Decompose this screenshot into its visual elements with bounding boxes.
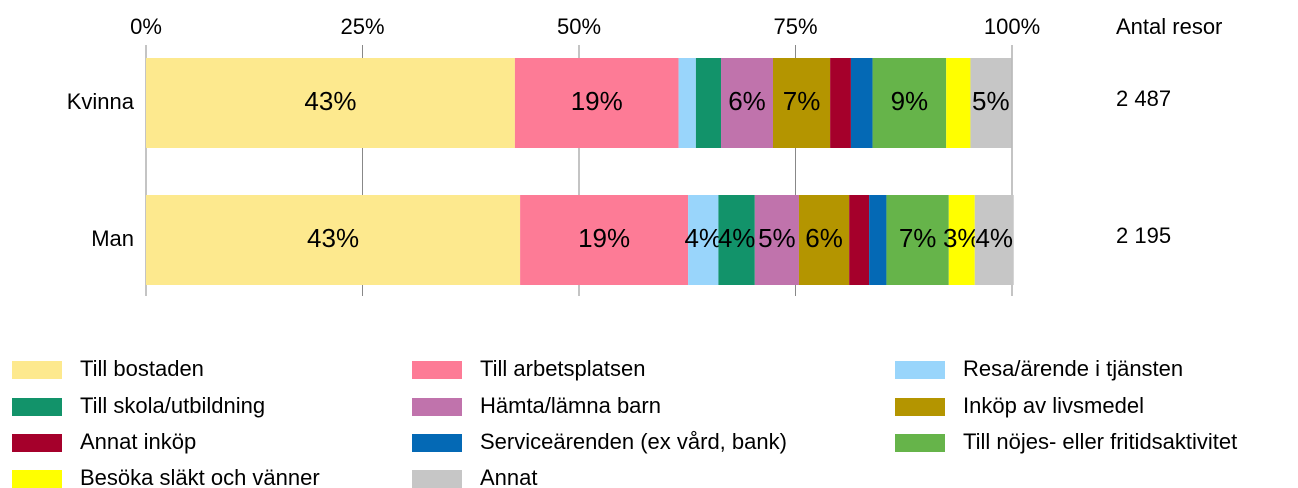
bar-segment — [772, 58, 831, 148]
bar-segment — [754, 195, 799, 285]
legend-label: Hämta/lämna barn — [480, 393, 661, 418]
bar-segment — [849, 195, 870, 285]
x-tick-label: 50% — [557, 14, 601, 39]
bar-segment — [688, 195, 719, 285]
legend-label: Till nöjes- eller fritidsaktivitet — [963, 429, 1237, 454]
bar-segment — [948, 195, 975, 285]
bar-segment — [970, 58, 1012, 148]
legend-label: Inköp av livsmedel — [963, 393, 1144, 418]
total-label: 2 195 — [1116, 223, 1171, 248]
legend-label: Till arbetsplatsen — [480, 356, 645, 381]
bar-segment — [678, 58, 696, 148]
bar-segment — [695, 58, 722, 148]
bar-segment — [798, 195, 850, 285]
value-label: 4% — [718, 223, 756, 253]
category-label: Kvinna — [67, 89, 135, 114]
value-label: 7% — [783, 86, 821, 116]
value-label: 5% — [758, 223, 796, 253]
bar-segment — [974, 195, 1014, 285]
bar-segment — [850, 58, 873, 148]
bar-segment — [869, 195, 887, 285]
legend-swatch — [12, 434, 62, 452]
value-label: 9% — [891, 86, 929, 116]
bar-segment — [872, 58, 947, 148]
x-tick-label: 75% — [773, 14, 817, 39]
legend-swatch — [412, 361, 462, 379]
bar-segment — [721, 58, 773, 148]
x-tick-label: 25% — [340, 14, 384, 39]
value-label: 6% — [805, 223, 843, 253]
legend-label: Besöka släkt och vänner — [80, 465, 320, 488]
legend-label: Annat — [480, 465, 538, 488]
legend-label: Resa/ärende i tjänsten — [963, 356, 1183, 381]
totals-title: Antal resor — [1116, 14, 1222, 39]
legend-swatch — [412, 398, 462, 416]
value-label: 43% — [304, 86, 356, 116]
bar-segment — [886, 195, 949, 285]
legend-swatch — [12, 470, 62, 488]
value-label: 43% — [307, 223, 359, 253]
value-label: 19% — [578, 223, 630, 253]
value-label: 4% — [684, 223, 722, 253]
legend-label: Till skola/utbildning — [80, 393, 265, 418]
legend-swatch — [412, 434, 462, 452]
bar-segment — [520, 195, 689, 285]
category-label: Man — [91, 226, 134, 251]
legend-swatch — [895, 398, 945, 416]
bar-segment — [830, 58, 851, 148]
bar-segment — [946, 58, 971, 148]
legend-swatch — [412, 470, 462, 488]
x-tick-label: 100% — [984, 14, 1040, 39]
legend-label: Annat inköp — [80, 429, 196, 454]
value-label: 6% — [728, 86, 766, 116]
legend-swatch — [12, 398, 62, 416]
bar-segment — [718, 195, 755, 285]
legend-label: Till bostaden — [80, 356, 204, 381]
legend-label: Serviceärenden (ex vård, bank) — [480, 429, 787, 454]
value-label: 5% — [972, 86, 1010, 116]
bar-segment — [146, 58, 515, 148]
legend-swatch — [895, 434, 945, 452]
value-label: 19% — [571, 86, 623, 116]
value-label: 4% — [975, 223, 1013, 253]
total-label: 2 487 — [1116, 86, 1171, 111]
value-label: 3% — [943, 223, 981, 253]
bar-segment — [514, 58, 679, 148]
legend-swatch — [12, 361, 62, 379]
bar-segment — [146, 195, 521, 285]
legend-swatch — [895, 361, 945, 379]
value-label: 7% — [899, 223, 937, 253]
x-tick-label: 0% — [130, 14, 162, 39]
